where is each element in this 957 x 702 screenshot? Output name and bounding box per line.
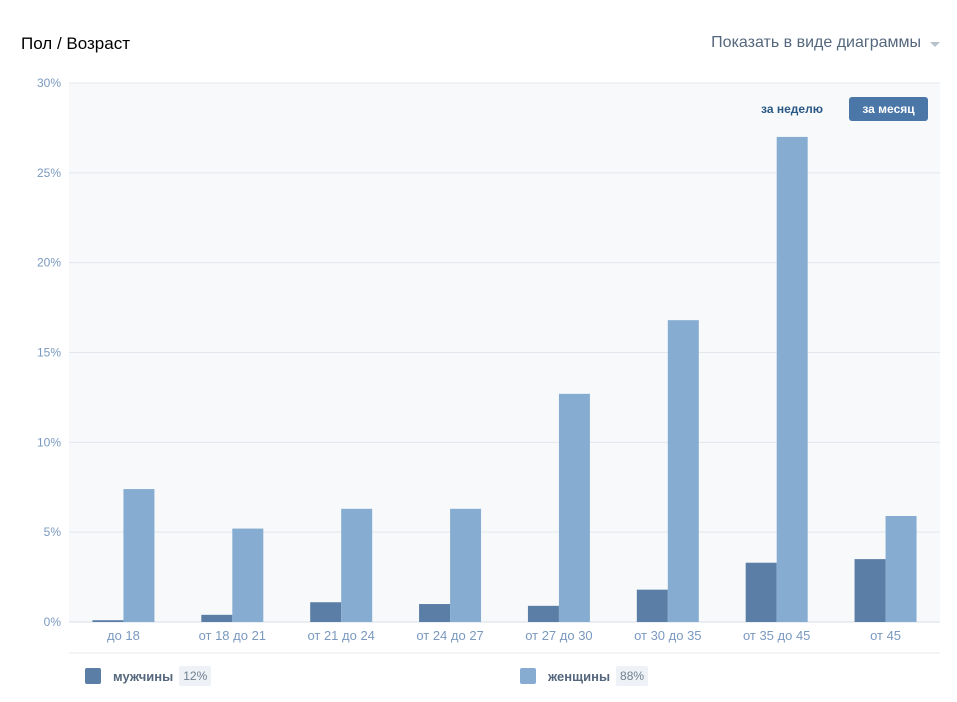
bar-men [745,562,777,622]
bar-women [450,508,482,622]
bar-women [232,528,264,622]
period-month-button[interactable]: за месяц [849,97,928,121]
bar-men [854,559,886,622]
x-tick-label: от 35 до 45 [743,628,810,643]
y-tick-label: 20% [37,256,61,270]
x-tick-label: от 18 до 21 [199,628,266,643]
bar-women [667,320,699,622]
y-tick-label: 10% [37,435,61,449]
y-tick-label: 25% [37,166,61,180]
legend-item-women[interactable]: женщины 88% [520,666,649,686]
x-tick-label: от 45 [870,628,901,643]
y-tick-label: 5% [44,525,62,539]
y-tick-label: 30% [37,76,61,90]
bar-men [527,605,559,622]
x-tick-label: от 21 до 24 [307,628,374,643]
page-title: Пол / Возраст [21,34,130,53]
x-tick-label: от 30 до 35 [634,628,701,643]
x-tick-label: от 24 до 27 [416,628,483,643]
bar-women [885,515,917,622]
y-tick-label: 0% [44,615,62,629]
bar-women [341,508,373,622]
bar-women [558,393,590,622]
bar-men [92,620,124,622]
bar-women [123,489,155,622]
view-switch-label: Показать в виде диаграммы [711,34,921,51]
legend-swatch-men [85,668,101,684]
x-tick-label: от 27 до 30 [525,628,592,643]
bar-men [419,604,451,622]
legend-item-men[interactable]: мужчины 12% [85,666,212,686]
legend-pct-men: 12% [179,666,212,686]
x-tick-label: до 18 [107,628,140,643]
bar-women [776,136,808,622]
legend-label-men: мужчины [113,668,174,684]
y-tick-label: 15% [37,346,61,360]
legend-label-women: женщины [548,668,611,684]
bar-men [310,602,342,622]
view-switch-dropdown[interactable]: Показать в виде диаграммы [711,34,940,52]
legend-pct-women: 88% [616,666,649,686]
chevron-down-icon [930,41,940,47]
bar-men [636,589,668,622]
legend-swatch-women [520,668,536,684]
bar-men [201,614,233,622]
period-week-button[interactable]: за неделю [761,102,823,116]
